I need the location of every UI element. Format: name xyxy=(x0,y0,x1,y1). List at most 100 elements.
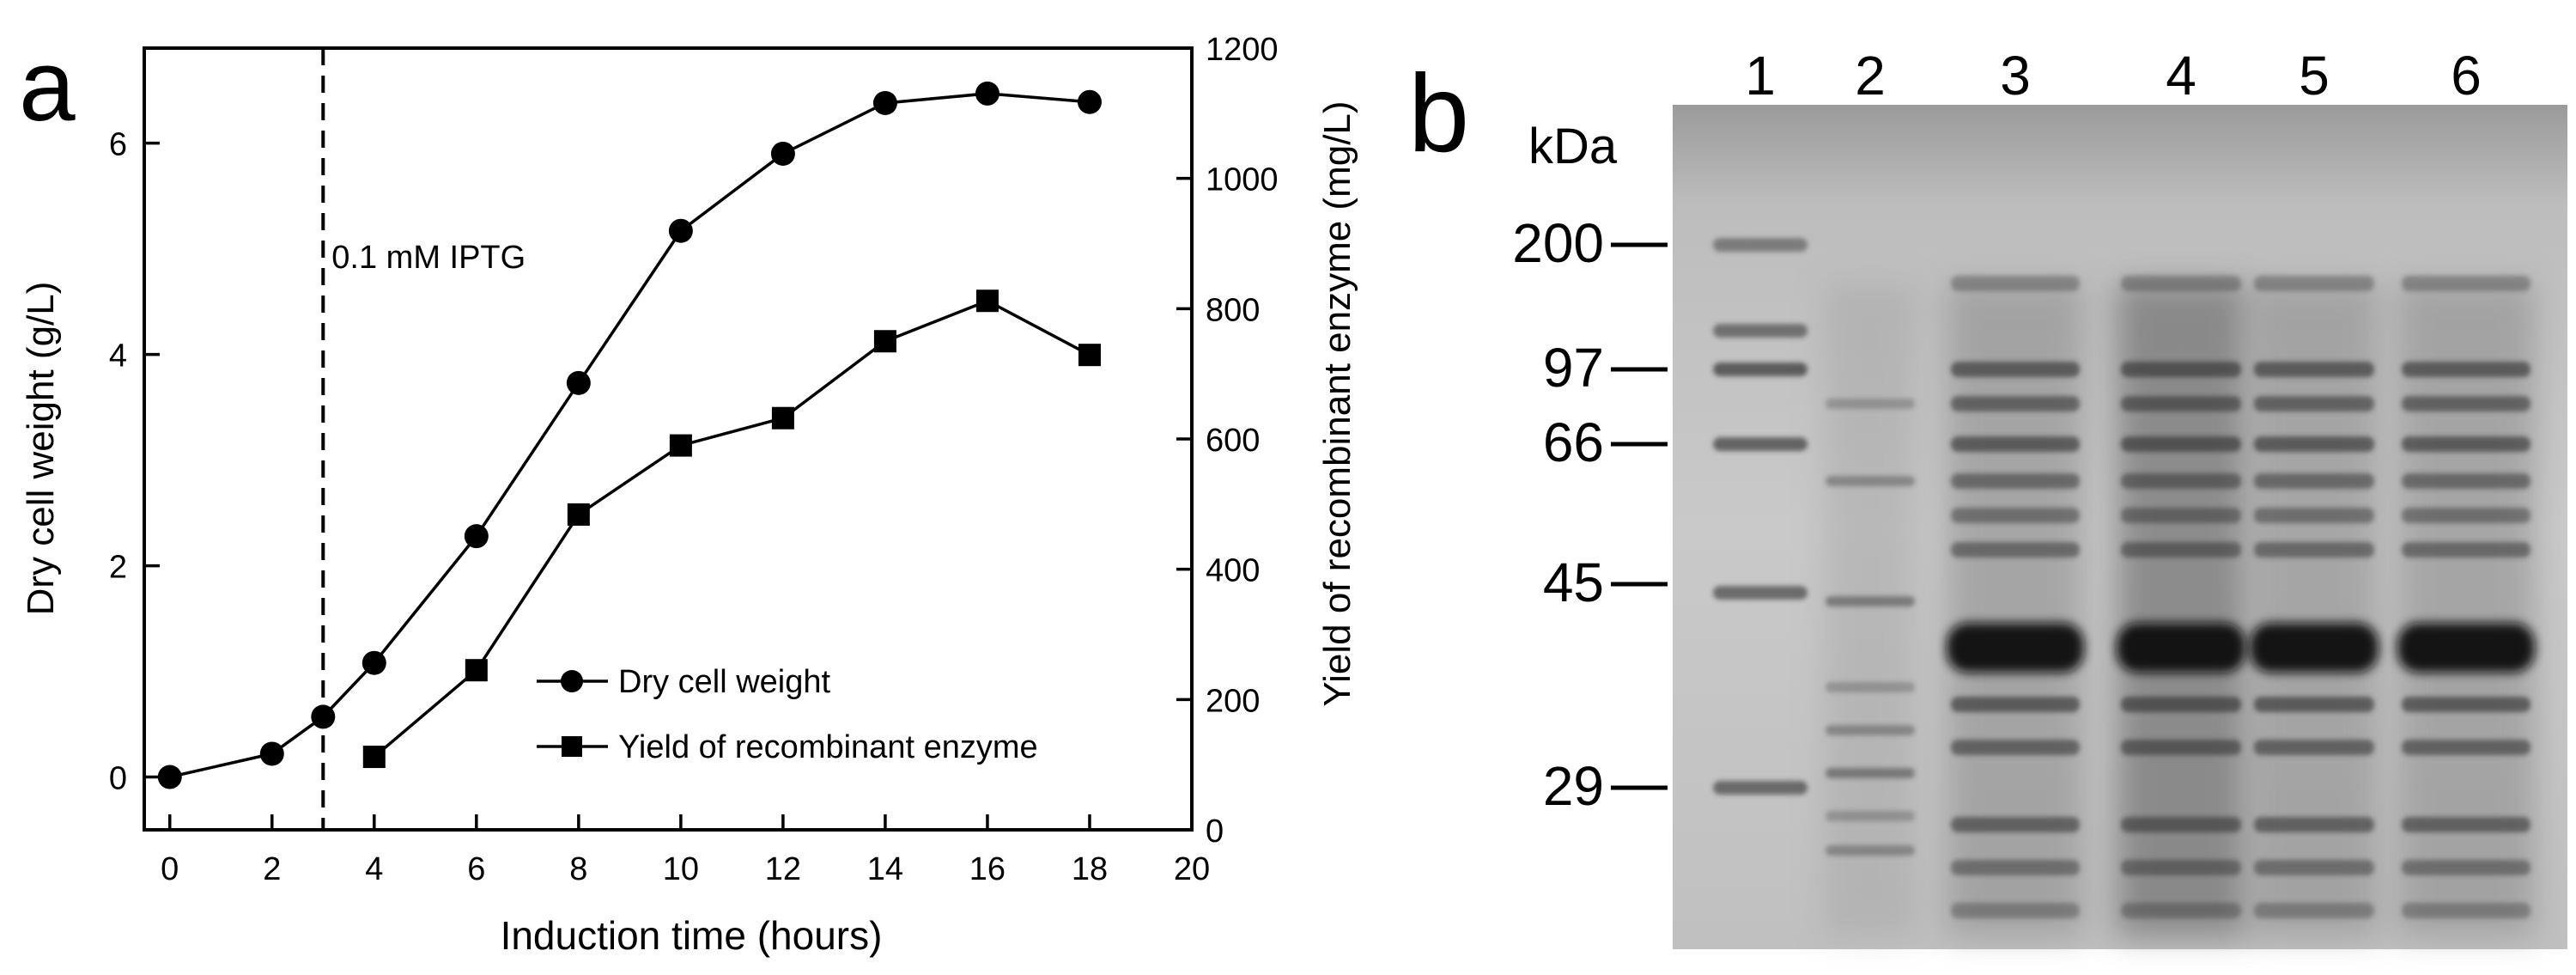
x-tick-label: 12 xyxy=(765,851,801,887)
gel-band xyxy=(1951,396,2080,411)
x-tick-label: 4 xyxy=(365,851,383,887)
overexpressed-band xyxy=(2117,623,2245,673)
lane-smear xyxy=(1947,283,2084,936)
series-line-1 xyxy=(373,299,1091,759)
plot-frame xyxy=(143,46,1194,832)
data-point-square xyxy=(465,659,488,682)
gel-band xyxy=(2121,860,2241,875)
gel-band xyxy=(2254,542,2374,558)
gel-band xyxy=(1713,363,1807,376)
data-point-circle xyxy=(668,218,693,243)
data-point-circle xyxy=(464,524,489,549)
y2-tick-label: 0 xyxy=(1206,814,1224,850)
x-tick-label: 16 xyxy=(969,851,1005,887)
gel-band xyxy=(2121,276,2241,291)
legend-label-dry-cell: Dry cell weight xyxy=(618,664,831,700)
gel-band xyxy=(2402,276,2530,291)
data-point-circle xyxy=(1077,89,1102,114)
y-left-axis-ticks: 0 2 4 6 xyxy=(109,127,160,797)
gel-band xyxy=(1951,542,2080,558)
y2-tick-label: 600 xyxy=(1206,423,1260,459)
gel-band xyxy=(2402,817,2530,832)
legend-label-yield: Yield of recombinant enzyme xyxy=(618,729,1038,765)
y-right-axis-ticks: 0 200 400 600 800 1000 1200 xyxy=(1176,32,1279,850)
data-point-circle xyxy=(872,90,897,115)
marker-label-29: 29 xyxy=(1543,755,1604,817)
gel-band xyxy=(1826,725,1915,735)
gel-band xyxy=(2121,362,2241,377)
data-point-square xyxy=(362,746,386,769)
gel-band xyxy=(2254,860,2374,875)
marker-label-66: 66 xyxy=(1543,411,1604,473)
x-tick-label: 0 xyxy=(161,851,179,887)
x-tick-label: 20 xyxy=(1174,851,1210,887)
x-tick-label: 10 xyxy=(663,851,699,887)
gel-band xyxy=(2254,436,2374,452)
panel-a: a 0 2 4 6 8 10 12 14 16 18 20 0 2 4 6 0 200 400 600 800 10… xyxy=(19,29,1358,958)
gel-band xyxy=(2402,860,2530,875)
gel-band xyxy=(2121,473,2241,489)
x-tick-label: 14 xyxy=(867,851,903,887)
gel-band xyxy=(2121,396,2241,411)
gel-band xyxy=(2121,740,2241,755)
gel-band xyxy=(1951,903,2080,918)
gel-band xyxy=(2121,903,2241,918)
gel-band xyxy=(1826,811,1915,821)
data-point-circle xyxy=(770,141,795,166)
lane-smear xyxy=(1823,283,1917,936)
y-tick-label: 0 xyxy=(109,761,127,797)
lane-label-3: 3 xyxy=(2000,45,2031,107)
marker-label-97: 97 xyxy=(1543,337,1604,399)
gel-band xyxy=(2402,396,2530,411)
lane-smear xyxy=(2117,283,2245,936)
gel-band xyxy=(2254,276,2374,291)
gel-band xyxy=(2121,697,2241,712)
gel-band xyxy=(2121,508,2241,523)
series-layer xyxy=(157,81,1102,789)
x-axis-title: Induction time (hours) xyxy=(501,913,883,958)
gel-band xyxy=(2121,817,2241,832)
gel-band xyxy=(1951,436,2080,452)
data-point-square xyxy=(567,503,590,526)
gel-band xyxy=(1713,781,1807,795)
data-point-circle xyxy=(361,650,386,675)
lane-label-5: 5 xyxy=(2299,45,2330,107)
gel-band xyxy=(1826,768,1915,778)
gel-band xyxy=(2254,473,2374,489)
data-point-circle xyxy=(566,370,591,395)
y2-tick-label: 800 xyxy=(1206,292,1260,328)
lane-label-4: 4 xyxy=(2166,45,2196,107)
gel-band xyxy=(2402,473,2530,489)
lane-smear xyxy=(2397,283,2535,936)
gel-bands xyxy=(1713,238,2535,918)
data-point-square xyxy=(873,330,896,353)
gel-band xyxy=(2254,508,2374,523)
gel-band xyxy=(2402,542,2530,558)
gel-band xyxy=(1951,697,2080,712)
gel-band xyxy=(2254,817,2374,832)
data-point-circle xyxy=(259,741,284,766)
legend: Dry cell weight Yield of recombinant enz… xyxy=(537,664,1038,765)
gel-band xyxy=(1826,845,1915,856)
gel-band xyxy=(2402,697,2530,712)
gel-band xyxy=(1713,324,1807,338)
x-tick-label: 18 xyxy=(1072,851,1108,887)
gel-band xyxy=(1826,476,1915,486)
gel-band xyxy=(1951,276,2080,291)
gel-band xyxy=(2402,508,2530,523)
gel-band xyxy=(1951,817,2080,832)
data-point-square xyxy=(771,406,794,430)
panel-a-label: a xyxy=(19,29,76,143)
y-right-axis-title: Yield of recombinant enzyme (mg/L) xyxy=(1316,101,1358,706)
legend-marker-circle xyxy=(561,670,583,692)
legend-marker-square xyxy=(562,736,582,757)
lane-label-2: 2 xyxy=(1855,45,1886,107)
gel-band xyxy=(1713,437,1807,451)
data-point-square xyxy=(975,289,999,313)
kda-label: kDa xyxy=(1528,119,1618,174)
data-point-square xyxy=(669,434,692,457)
y2-tick-label: 200 xyxy=(1206,683,1260,719)
data-point-circle xyxy=(975,81,999,106)
overexpressed-band xyxy=(2250,623,2379,673)
marker-label-45: 45 xyxy=(1543,551,1604,613)
